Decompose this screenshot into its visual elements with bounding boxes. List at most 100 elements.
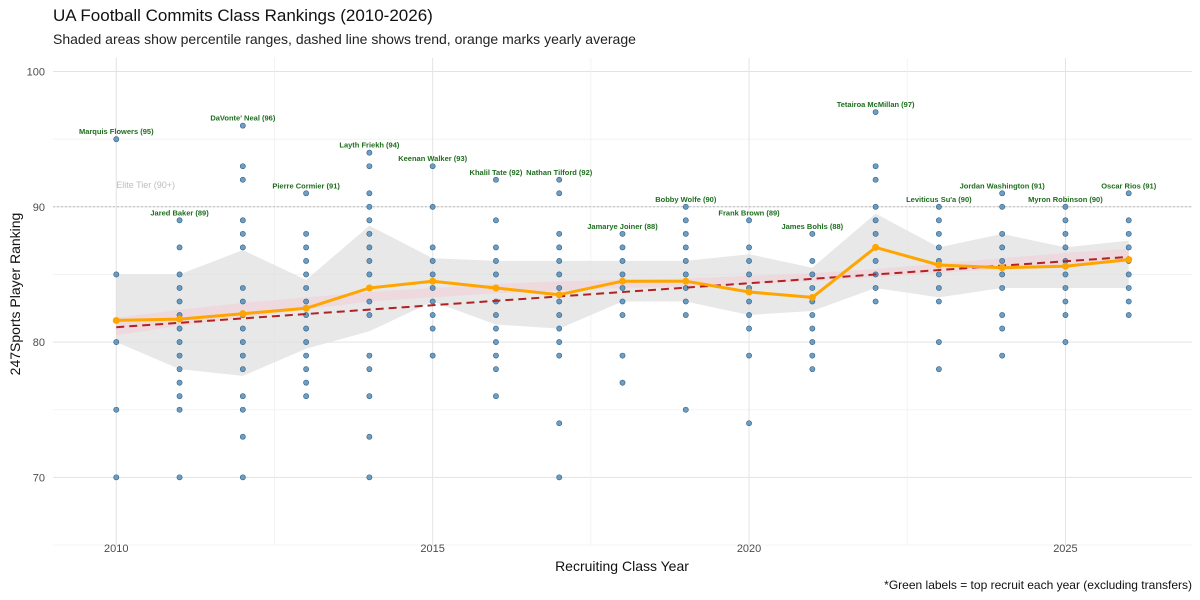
recruit-point: [1062, 244, 1069, 251]
recruit-point: [303, 393, 310, 400]
recruit-point: [239, 230, 246, 237]
recruit-point: [872, 176, 879, 183]
recruit-point: [556, 352, 563, 359]
recruit-point: [239, 163, 246, 170]
y-tick-label: 70: [33, 472, 45, 484]
recruit-point: [809, 271, 816, 278]
average-marker: [1125, 256, 1133, 264]
recruit-point: [746, 312, 752, 318]
chart-subtitle: Shaded areas show percentile ranges, das…: [53, 31, 636, 47]
recruit-points: [113, 109, 1132, 481]
x-tick-label: 2020: [737, 543, 761, 555]
recruit-point: [809, 312, 816, 318]
recruit-point: [303, 298, 310, 305]
recruit-point: [1125, 230, 1132, 237]
y-tick-label: 90: [33, 202, 45, 214]
recruit-point: [999, 352, 1006, 359]
recruit-point: [176, 379, 183, 386]
recruit-point: [682, 406, 689, 413]
recruit-point: [176, 217, 183, 224]
recruit-point: [113, 271, 120, 278]
recruit-point: [619, 379, 626, 386]
recruit-point: [935, 203, 942, 210]
x-tick-label: 2015: [420, 543, 444, 555]
recruit-point: [366, 190, 373, 197]
chart-caption: *Green labels = top recruit each year (e…: [884, 578, 1192, 592]
recruit-point: [366, 217, 373, 224]
recruit-point: [1062, 271, 1069, 278]
recruit-point: [176, 339, 183, 345]
recruit-point: [872, 298, 879, 305]
recruit-point: [239, 285, 246, 291]
recruit-point: [176, 298, 183, 305]
recruit-point: [429, 298, 436, 305]
recruit-point: [619, 244, 626, 251]
recruit-point: [366, 203, 373, 210]
top-recruit-label: James Bohls (88): [781, 222, 843, 231]
recruit-point: [303, 352, 310, 359]
recruit-point: [872, 230, 879, 237]
average-marker: [112, 316, 120, 324]
recruit-point: [935, 366, 942, 373]
top-recruit-label: Myron Robinson (90): [1028, 195, 1103, 204]
recruit-point: [366, 433, 373, 440]
trend-line-group: [116, 255, 1129, 329]
recruit-point: [429, 271, 436, 278]
recruit-point: [809, 325, 816, 332]
recruit-point: [429, 163, 436, 170]
recruit-point: [303, 339, 310, 345]
recruit-point: [935, 271, 942, 278]
recruit-point: [999, 203, 1006, 210]
recruit-point: [746, 298, 752, 305]
recruit-point: [872, 258, 879, 264]
recruit-point: [682, 230, 689, 237]
recruit-point: [556, 474, 563, 481]
recruit-point: [493, 366, 499, 373]
top-recruit-labels: Marquis Flowers (95) Jared Baker (89) DaVo…: [79, 100, 1157, 231]
recruit-point: [303, 366, 310, 373]
top-recruit-label: Jared Baker (89): [150, 208, 209, 217]
recruit-point: [493, 258, 499, 264]
recruit-point: [999, 285, 1006, 291]
recruit-point: [809, 366, 816, 373]
axes: 70 80 90 100 2010 2015 2020 2025: [27, 67, 1078, 555]
recruit-point: [1125, 285, 1132, 291]
inner-percentile-band: [116, 248, 1129, 336]
top-recruit-label: Jordan Washington (91): [960, 181, 1046, 190]
average-marker: [745, 288, 753, 296]
recruit-point: [366, 258, 373, 264]
average-marker: [1061, 262, 1069, 270]
recruit-point: [239, 352, 246, 359]
recruit-point: [556, 258, 563, 264]
recruit-point: [176, 406, 183, 413]
recruit-point: [239, 176, 246, 183]
top-recruit-label: Tetairoa McMillan (97): [837, 100, 915, 109]
recruit-point: [176, 366, 183, 373]
recruit-point: [1125, 271, 1132, 278]
recruit-point: [493, 325, 499, 332]
recruit-point: [1062, 230, 1069, 237]
recruit-point: [366, 366, 373, 373]
top-recruit-label: DaVonte' Neal (96): [210, 114, 275, 123]
recruit-point: [556, 230, 563, 237]
recruit-point: [999, 325, 1006, 332]
recruit-point: [493, 244, 499, 251]
recruit-point: [239, 393, 246, 400]
recruit-point: [809, 352, 816, 359]
recruit-point: [429, 312, 436, 318]
recruit-point: [682, 312, 689, 318]
recruit-point: [239, 298, 246, 305]
recruit-point: [366, 298, 373, 305]
recruit-point: [746, 271, 752, 278]
recruit-point: [935, 298, 942, 305]
top-recruit-label: Leviticus Su'a (90): [906, 195, 972, 204]
recruit-point: [303, 271, 310, 278]
recruit-point: [176, 244, 183, 251]
recruit-point: [239, 433, 246, 440]
recruit-point: [493, 217, 499, 224]
recruit-point: [493, 271, 499, 278]
recruit-point: [113, 339, 120, 345]
y-axis-title: 247Sports Player Ranking: [7, 213, 23, 376]
recruit-point: [239, 325, 246, 332]
recruit-point: [239, 406, 246, 413]
